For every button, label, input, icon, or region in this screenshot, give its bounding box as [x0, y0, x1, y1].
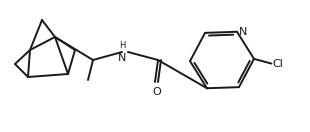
Text: Cl: Cl — [272, 58, 283, 69]
Text: N: N — [239, 27, 247, 37]
Text: H: H — [119, 41, 125, 50]
Text: O: O — [152, 87, 161, 97]
Text: N: N — [118, 53, 126, 63]
